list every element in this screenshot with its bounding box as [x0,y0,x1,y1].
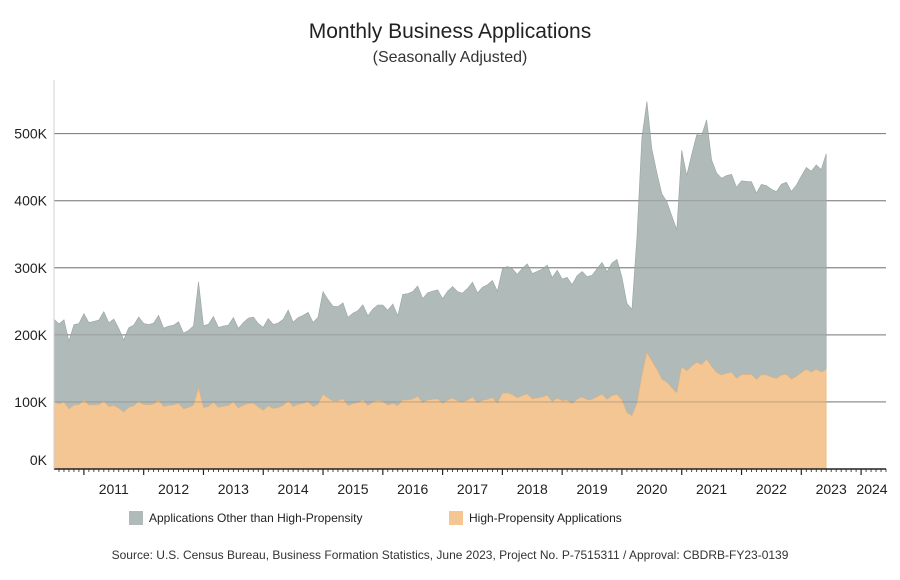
x-tick-label: 2011 [99,481,129,497]
x-tick-label: 2022 [756,481,787,497]
y-tick-label: 300K [14,260,47,276]
legend-swatch-high [449,511,463,525]
legend-label-high: High-Propensity Applications [469,511,622,525]
x-tick-label: 2019 [576,481,607,497]
x-tick-label: 2020 [636,481,667,497]
x-tick-label: 2016 [397,481,428,497]
axis-layer: 0K 100K 200K 300K 400K 500K 2011 2012 2013 2014 20… [14,80,888,497]
x-tick-label: 2015 [337,481,368,497]
chart-title: Monthly Business Applications [308,20,592,43]
x-tick-label: 2023 [816,481,847,497]
legend-label-other: Applications Other than High-Propensity [149,511,363,525]
x-tick-label: 2017 [457,481,488,497]
x-tick-label: 2018 [517,481,548,497]
x-tick-label: 2021 [696,481,727,497]
y-tick-label: 500K [14,126,47,142]
x-tick-label: 2024 [856,481,887,497]
x-tick-label: 2012 [158,481,189,497]
legend-item-high: High-Propensity Applications [449,511,622,525]
x-tick-label: 2013 [218,481,249,497]
x-tick-label: 2014 [278,481,309,497]
area-layer [53,101,886,470]
legend-item-other: Applications Other than High-Propensity [129,511,362,525]
y-tick-label: 100K [14,394,47,410]
legend-swatch-other [129,511,143,525]
chart-subtitle: (Seasonally Adjusted) [372,49,528,66]
y-tick-label: 0K [30,452,48,468]
y-tick-label: 400K [14,193,47,209]
source-note: Source: U.S. Census Bureau, Business For… [111,548,789,562]
y-tick-label: 200K [14,327,47,343]
